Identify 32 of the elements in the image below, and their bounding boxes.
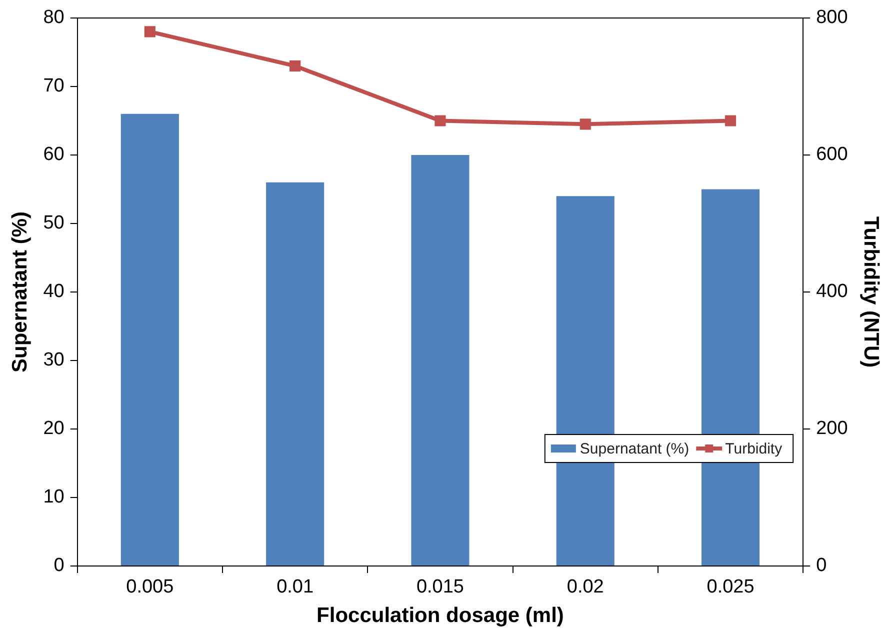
y-tick-label: 70 [43, 76, 64, 97]
y-tick-label: 20 [43, 418, 64, 440]
y2-axis-title: Turbidity (NTU) [860, 216, 883, 368]
point [434, 115, 446, 126]
legend-label: Supernatant (%) [580, 440, 690, 458]
point [724, 115, 736, 126]
point [580, 118, 591, 130]
bar [266, 182, 324, 566]
point [290, 60, 301, 72]
y-tick-label: 40 [43, 281, 64, 302]
y2-tick-label: 600 [816, 144, 848, 166]
point [144, 26, 156, 38]
x-tick-label: 0.01 [276, 576, 314, 598]
x-tick-label: 0.025 [706, 576, 754, 598]
y-tick-label: 80 [43, 7, 64, 28]
y-tick-label: 60 [43, 144, 64, 166]
y-tick-label: 10 [43, 486, 64, 508]
y-tick-label: 30 [43, 350, 64, 371]
y2-tick-label: 200 [816, 418, 848, 440]
x-axis-title: Flocculation dosage (ml) [316, 604, 564, 628]
bar [411, 155, 470, 566]
x-tick-label: 0.015 [416, 576, 464, 598]
x-tick-label: 0.02 [566, 576, 604, 598]
y-tick-label: 50 [43, 212, 64, 234]
y2-tick-label: 0 [816, 555, 827, 576]
y2-tick-label: 400 [816, 281, 848, 302]
y2-tick-label: 800 [816, 7, 848, 28]
y-axis-title: Supernatant (%) [8, 211, 32, 373]
bar [120, 114, 179, 566]
legend-label: Turbidity [725, 440, 783, 458]
y-tick-label: 0 [54, 555, 64, 576]
x-tick-label: 0.005 [126, 576, 174, 598]
